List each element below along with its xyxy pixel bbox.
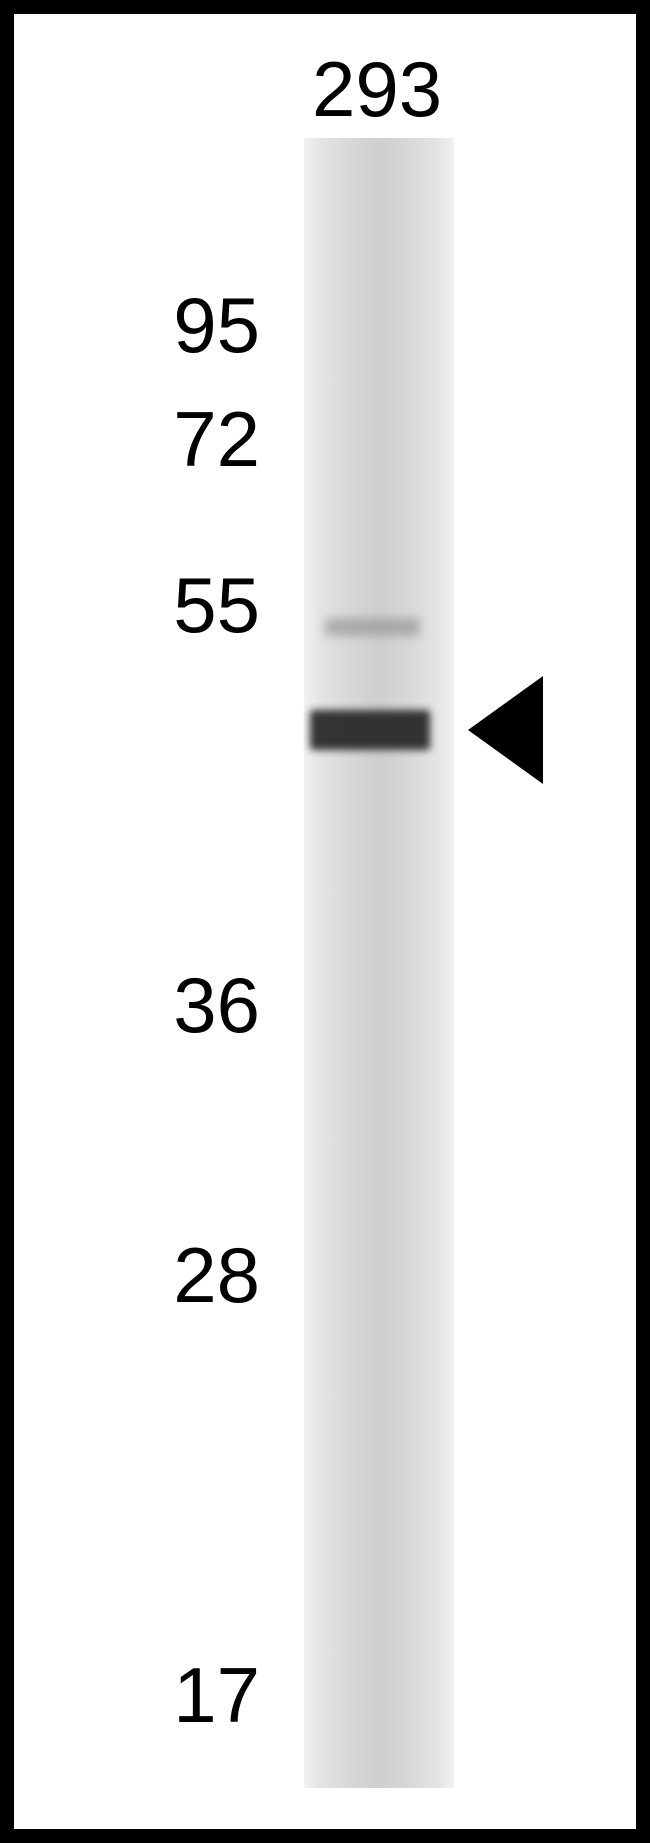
lane-label: 293 [312,44,442,135]
marker-label: 95 [0,280,260,371]
marker-label: 36 [0,960,260,1051]
marker-label: 55 [0,560,260,651]
marker-label: 28 [0,1230,260,1321]
blot-lane-strip [304,138,454,1788]
band-arrow-icon [468,676,543,784]
marker-label: 17 [0,1650,260,1741]
marker-label: 72 [0,394,260,485]
blot-band [325,618,420,636]
blot-band [310,710,430,750]
